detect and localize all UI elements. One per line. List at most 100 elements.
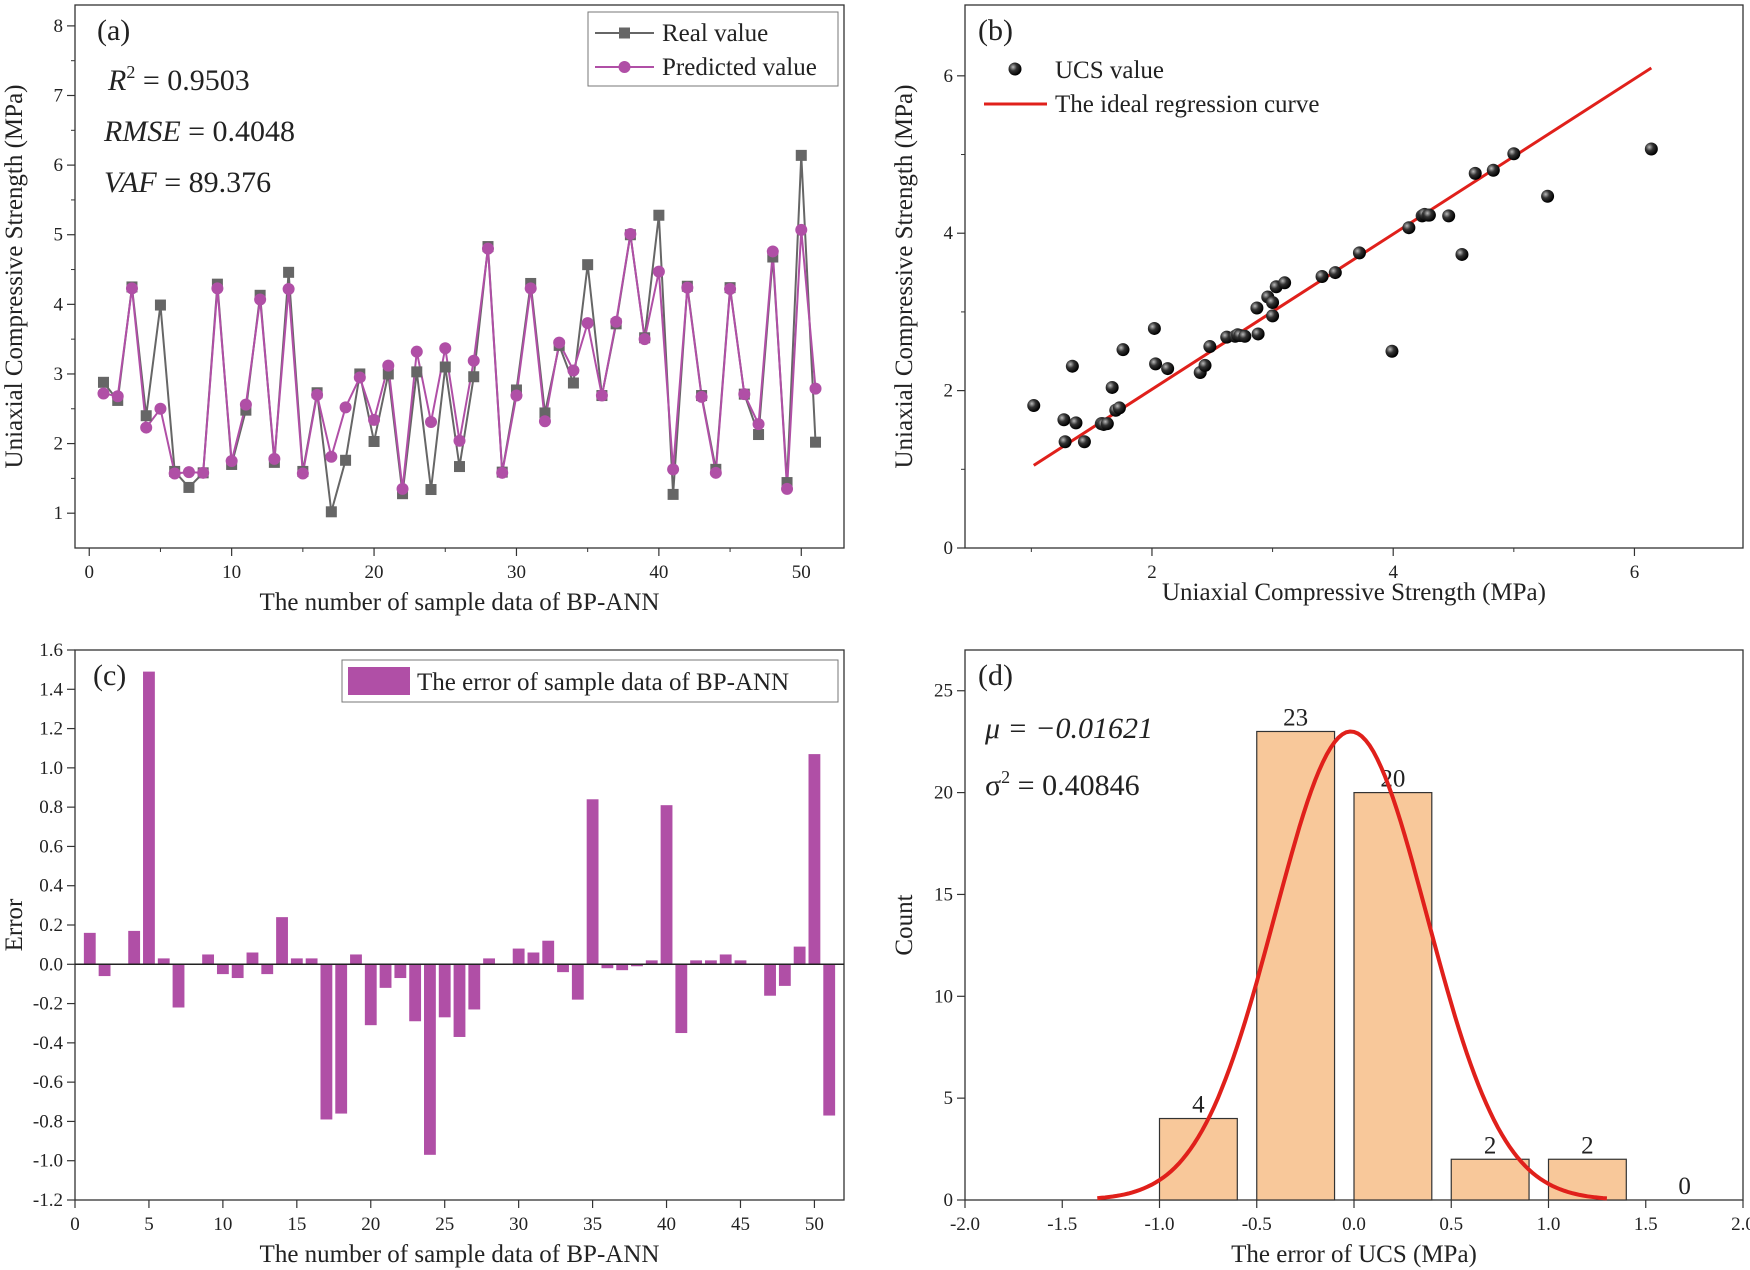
legend-entry: UCS value xyxy=(1055,57,1164,84)
error-bar xyxy=(675,964,688,1034)
real-value-point xyxy=(753,429,765,441)
predicted-value-point xyxy=(453,434,466,447)
panel-c-ytick-label: 1.2 xyxy=(39,719,63,740)
panel-c-xtick-label: 30 xyxy=(509,1214,528,1235)
error-bar xyxy=(527,952,540,965)
error-bar xyxy=(379,964,392,988)
predicted-value-point xyxy=(282,283,295,296)
panel-d-ytick-label: 15 xyxy=(934,884,953,905)
panel-b-ytick-label: 0 xyxy=(944,538,954,559)
error-bar xyxy=(424,964,436,1155)
predicted-value-point xyxy=(667,463,680,476)
panel-a-xtick-label: 30 xyxy=(507,562,526,583)
predicted-value-point xyxy=(410,345,423,358)
ucs-point xyxy=(1278,276,1292,290)
error-bar xyxy=(335,964,348,1114)
panel-b-xlabel: Uniaxial Compressive Strength (MPa) xyxy=(1162,579,1546,606)
panel-a-xtick-label: 50 xyxy=(792,562,811,583)
panel-d-xtick-label: -0.5 xyxy=(1242,1214,1272,1235)
predicted-value-point xyxy=(197,466,210,479)
predicted-value-point xyxy=(610,315,623,328)
error-bar xyxy=(542,940,555,965)
real-value-point xyxy=(97,376,109,388)
error-bar xyxy=(364,964,377,1026)
panel-a-ytick-label: 7 xyxy=(54,86,64,107)
error-bar xyxy=(512,948,525,965)
real-value-point xyxy=(425,484,437,496)
ucs-point xyxy=(1486,163,1500,177)
series-predicted-line xyxy=(103,229,817,489)
error-bar xyxy=(276,917,288,965)
panel-a-xlabel: The number of sample data of BP-ANN xyxy=(260,589,660,616)
ucs-point xyxy=(1112,401,1126,415)
predicted-value-point xyxy=(581,317,594,330)
panel-c: 0 5 10 15 20 25 30 35 40 45 50 -1.2 -1.0 -0.8 -0.6 -0.4… xyxy=(1,640,845,1268)
panel-d-xtick-label: 1.5 xyxy=(1634,1214,1658,1235)
ucs-point xyxy=(1116,343,1130,357)
panel-c-ylabel: Error xyxy=(1,898,28,951)
error-bar xyxy=(350,954,362,965)
legend-swatch xyxy=(348,667,410,695)
real-value-point xyxy=(539,407,551,419)
error-bar xyxy=(571,964,584,1000)
real-value-point xyxy=(468,371,480,383)
predicted-value-point xyxy=(738,388,751,401)
panel-d: -2.0-1.5-1.0-0.50.00.51.01.52.0051015202… xyxy=(891,649,1750,1268)
panel-a: 0 10 20 30 40 50 1 2 3 4 5 6 7 8 The number of sample … xyxy=(1,4,845,616)
predicted-value-point xyxy=(481,242,494,255)
error-bar xyxy=(734,960,747,965)
predicted-value-point xyxy=(624,228,637,241)
real-value-point xyxy=(667,488,679,500)
panel-c-xtick-label: 40 xyxy=(657,1214,676,1235)
ucs-point xyxy=(1507,147,1521,161)
bar-count-label: 2 xyxy=(1581,1132,1594,1159)
predicted-value-point xyxy=(154,402,167,415)
panel-b-ytick-label: 4 xyxy=(944,223,954,244)
panel-c-label: (c) xyxy=(93,659,126,692)
ucs-point xyxy=(1105,380,1119,394)
real-value-point xyxy=(411,366,423,378)
predicted-value-point xyxy=(496,466,509,479)
ucs-point xyxy=(1147,321,1161,335)
panel-a-stat: VAF = 89.376 xyxy=(104,166,271,199)
panel-c-xtick-label: 20 xyxy=(361,1214,380,1235)
real-value-point xyxy=(325,506,337,518)
ucs-point xyxy=(1058,435,1072,449)
panel-c-ytick-label: 1.4 xyxy=(39,679,63,700)
histogram-bar xyxy=(1353,791,1433,1201)
ucs-point xyxy=(1385,344,1399,358)
error-bar xyxy=(557,964,569,973)
ucs-point xyxy=(1203,340,1217,354)
real-value-point xyxy=(439,361,451,373)
panel-a-xtick-label: 0 xyxy=(84,562,94,583)
error-bar xyxy=(143,671,155,965)
predicted-value-point xyxy=(752,418,765,431)
predicted-value-point xyxy=(382,359,395,372)
panel-d-xlabel: The error of UCS (MPa) xyxy=(1231,1241,1477,1268)
panel-a-ylabel: Uniaxial Compressive Strength (MPa) xyxy=(1,85,28,469)
panel-d-ylabel: Count xyxy=(891,894,918,955)
legend-marker-circle xyxy=(618,61,631,73)
error-bar xyxy=(719,954,732,965)
error-bar xyxy=(645,960,658,965)
legend-marker-ball xyxy=(1008,62,1022,76)
predicted-value-point xyxy=(168,467,181,480)
predicted-value-point xyxy=(652,265,665,278)
legend-entry: The ideal regression curve xyxy=(1055,91,1319,118)
error-bar xyxy=(808,754,821,965)
panel-c-ytick-label: 0.0 xyxy=(39,954,63,975)
panel-b-xtick-label: 4 xyxy=(1388,562,1398,583)
panel-d-ytick-label: 5 xyxy=(944,1088,954,1109)
legend-entry: The error of sample data of BP-ANN xyxy=(417,669,789,696)
error-bar xyxy=(764,964,776,996)
ucs-point xyxy=(1266,295,1280,309)
predicted-value-point xyxy=(467,354,480,367)
histogram-bar xyxy=(1450,1158,1530,1201)
predicted-value-point xyxy=(182,466,195,479)
panel-b-label: (b) xyxy=(978,14,1013,47)
panel-a-ytick-label: 1 xyxy=(54,503,64,524)
predicted-value-point xyxy=(211,282,224,295)
ucs-point xyxy=(1027,399,1041,413)
predicted-value-point xyxy=(553,336,566,349)
